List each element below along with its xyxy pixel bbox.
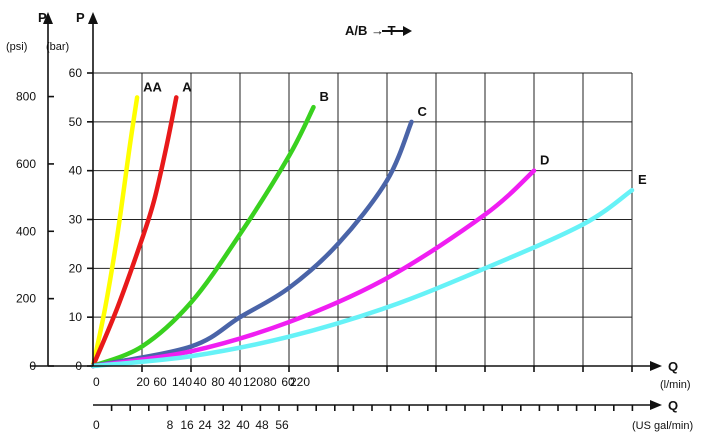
psi-axis-unit: (psi)	[6, 41, 27, 53]
gpm-tick-label-3: 24	[198, 418, 212, 432]
lmin-tick-label-10: 220	[290, 375, 310, 389]
series-label-e: E	[638, 172, 647, 187]
bar-tick-label-1: 10	[69, 310, 83, 324]
lmin-tick-label-3: 140	[172, 375, 192, 389]
bar-tick-label-2: 20	[69, 261, 83, 275]
gpm-tick-label-0: 0	[93, 418, 100, 432]
psi-axis-label: P	[38, 10, 47, 25]
curve-aa	[90, 95, 140, 369]
lmin-tick-label-1: 20	[136, 375, 150, 389]
psi-tick-label-2: 400	[16, 224, 36, 238]
lmin-tick-label-7: 120	[243, 375, 263, 389]
gpm-axis-label: Q	[668, 398, 678, 413]
gpm-axis-unit: (US gal/min)	[632, 420, 693, 432]
curve-a	[90, 95, 179, 369]
bar-tick-label-6: 60	[69, 66, 83, 80]
bar-axis-label: P	[76, 10, 85, 25]
bar-axis-arrow	[88, 12, 98, 24]
curve-e	[90, 187, 635, 369]
axes	[30, 12, 662, 410]
lmin-axis-label: Q	[668, 359, 678, 374]
tick-marks	[48, 72, 634, 411]
lmin-tick-label-4: 40	[193, 375, 207, 389]
gpm-tick-label-1: 8	[167, 418, 174, 432]
series-label-b: B	[320, 89, 329, 104]
gpm-tick-label-6: 48	[255, 418, 269, 432]
lmin-tick-label-8: 80	[263, 375, 277, 389]
gpm-axis-arrow	[650, 400, 662, 410]
lmin-tick-label-9: 60	[281, 375, 295, 389]
psi-tick-label-0: 0	[29, 359, 36, 373]
title-text: A/B → T	[345, 23, 396, 38]
lmin-tick-label-5: 80	[211, 375, 225, 389]
lmin-tick-label-2: 60	[153, 375, 167, 389]
bar-tick-label-3: 30	[69, 213, 83, 227]
lmin-axis-arrow	[650, 361, 662, 371]
curve-d	[90, 168, 537, 369]
series-label-c: C	[418, 104, 428, 119]
gpm-tick-label-5: 40	[236, 418, 250, 432]
bar-axis-unit: (bar)	[46, 41, 69, 53]
series-label-d: D	[540, 153, 549, 168]
lmin-tick-label-0: 0	[93, 375, 100, 389]
bar-tick-label-5: 50	[69, 115, 83, 129]
title-arrow-head	[403, 26, 412, 36]
psi-tick-label-3: 600	[16, 157, 36, 171]
psi-axis-arrow	[43, 12, 53, 24]
curves	[90, 95, 635, 369]
curve-c	[90, 119, 414, 369]
series-label-aa: AA	[143, 79, 162, 94]
bar-tick-label-0: 0	[75, 359, 82, 373]
gpm-tick-label-7: 56	[275, 418, 289, 432]
psi-tick-label-4: 800	[16, 90, 36, 104]
series-label-a: A	[182, 79, 192, 94]
gpm-tick-label-2: 16	[180, 418, 194, 432]
lmin-tick-label-6: 40	[228, 375, 242, 389]
psi-tick-label-1: 200	[16, 292, 36, 306]
curve-b	[90, 104, 316, 369]
gpm-tick-label-4: 32	[217, 418, 231, 432]
bar-tick-label-4: 40	[69, 164, 83, 178]
lmin-axis-unit: (l/min)	[660, 379, 691, 391]
